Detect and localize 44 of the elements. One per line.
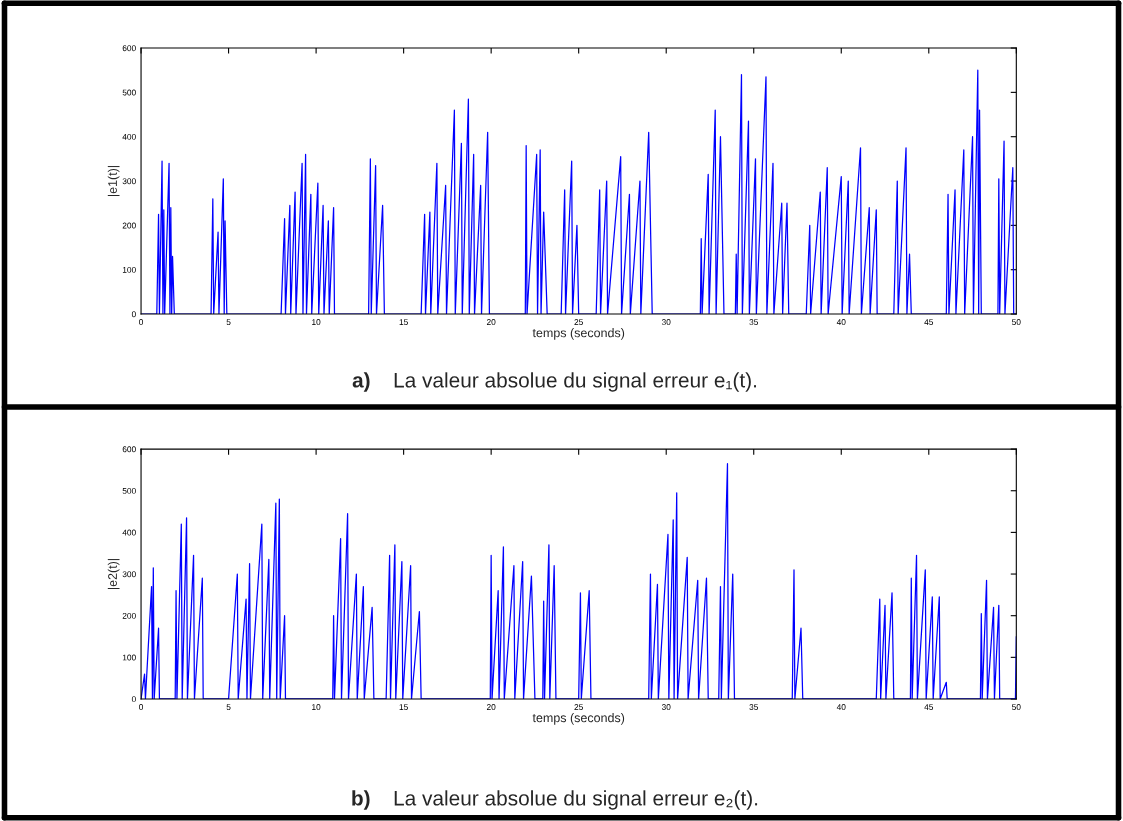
- x-tick-label: 0: [139, 319, 144, 326]
- y-tick-label: 500: [122, 89, 136, 96]
- x-tick-label: 45: [924, 704, 934, 710]
- x-tick-label: 35: [749, 319, 759, 326]
- x-tick-label: 10: [312, 704, 321, 710]
- y-tick-label: 100: [122, 266, 136, 273]
- x-tick-label: 25: [574, 319, 583, 326]
- x-tick-label: 20: [486, 704, 496, 710]
- x-tick-label: 15: [399, 319, 408, 326]
- x-tick-label: 5: [226, 319, 231, 326]
- x-tick-label: 20: [486, 319, 496, 326]
- y-tick-label: 200: [122, 222, 136, 229]
- x-tick-label: 0: [139, 704, 144, 710]
- y-tick-label: 300: [122, 571, 136, 578]
- x-tick-label: 5: [226, 704, 231, 710]
- x-tick-label: 35: [749, 704, 759, 710]
- y-tick-label: 400: [122, 529, 136, 536]
- y-tick-label: 600: [122, 446, 136, 453]
- y-tick-label: 300: [122, 178, 136, 185]
- y-axis-title: |e1(t)|: [107, 166, 120, 197]
- x-tick-label: 40: [836, 319, 846, 326]
- y-tick-label: 0: [131, 696, 136, 703]
- y-tick-label: 200: [122, 612, 136, 619]
- y-tick-label: 0: [131, 311, 136, 318]
- x-tick-label: 15: [399, 704, 408, 710]
- x-axis-title: temps (seconds): [532, 328, 625, 340]
- x-axis-title: temps (seconds): [532, 713, 625, 725]
- text: b): [352, 790, 370, 810]
- x-tick-label: 10: [312, 319, 321, 326]
- y-axis-title: |e2(t)|: [107, 559, 120, 590]
- y-tick-label: 100: [122, 654, 136, 661]
- y-tick-label: 500: [122, 487, 136, 494]
- x-tick-label: 30: [661, 319, 671, 326]
- text: La valeur absolue du signal erreur e₂(t).: [394, 790, 758, 810]
- y-tick-label: 400: [122, 133, 136, 140]
- x-tick-label: 25: [574, 704, 583, 710]
- text: La valeur absolue du signal erreur e₁(t).: [394, 372, 757, 392]
- text: a): [352, 372, 370, 392]
- y-tick-label: 600: [122, 45, 136, 52]
- x-tick-label: 50: [1012, 319, 1021, 326]
- x-tick-label: 30: [661, 704, 671, 710]
- x-tick-label: 45: [924, 319, 934, 326]
- x-tick-label: 50: [1012, 704, 1021, 710]
- x-tick-label: 40: [836, 704, 846, 710]
